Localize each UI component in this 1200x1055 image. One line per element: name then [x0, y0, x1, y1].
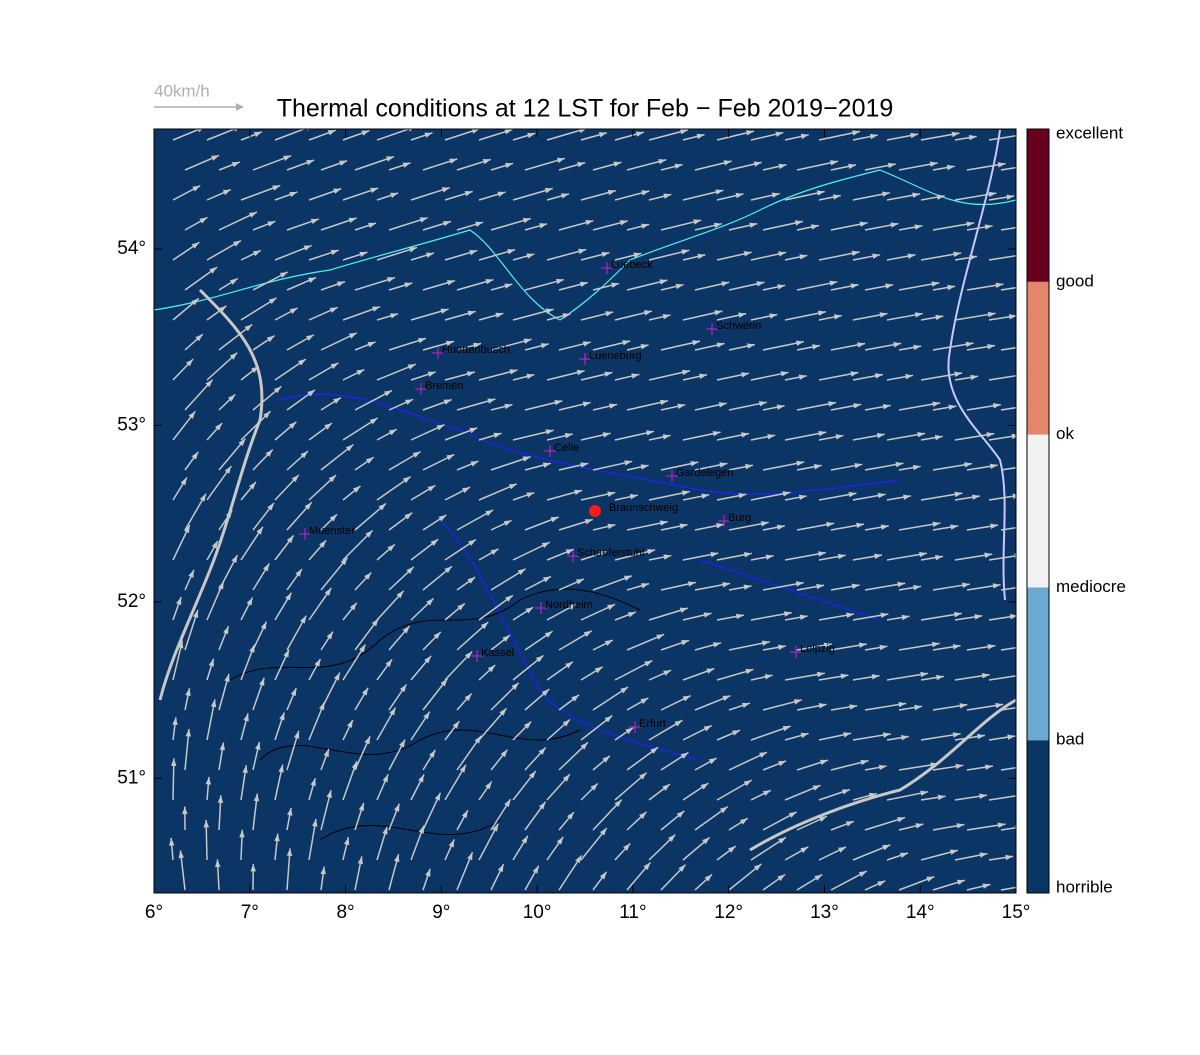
x-tick-label: 9° — [432, 902, 450, 923]
wind-arrowhead — [1018, 253, 1026, 258]
y-tick-label: 51° — [117, 767, 146, 788]
city-label: Nordheim — [545, 599, 593, 611]
wind-arrowhead — [1017, 673, 1025, 678]
x-tick-label: 13° — [810, 902, 839, 923]
wind-arrowhead — [1019, 793, 1027, 798]
x-tick-label: 10° — [523, 902, 552, 923]
city-label: Bremen — [425, 380, 464, 392]
colorbar-segment — [1027, 587, 1049, 740]
wind-arrowhead — [1015, 705, 1023, 710]
wind-arrowhead — [1013, 494, 1021, 499]
wind-arrowhead — [1019, 465, 1027, 470]
city-label: Celle — [554, 442, 579, 454]
city-label: Burg — [728, 512, 751, 524]
colorbar-segment — [1027, 740, 1049, 893]
colorbar-label: good — [1056, 271, 1094, 290]
colorbar-label: bad — [1056, 730, 1084, 749]
x-tick-label: 14° — [906, 902, 935, 923]
target-site — [589, 505, 601, 517]
colorbar-segment — [1027, 282, 1049, 435]
city-label: Huettenbusch — [442, 344, 510, 356]
wind-arrowhead — [1017, 585, 1025, 590]
city-label: Luebeck — [611, 259, 653, 271]
city-label: Lueneburg — [589, 350, 642, 362]
colorbar-segment — [1027, 129, 1049, 282]
x-tick-label: 6° — [145, 902, 163, 923]
x-tick-label: 7° — [241, 902, 259, 923]
x-tick-label: 11° — [619, 902, 646, 923]
x-tick-label: 15° — [1002, 902, 1031, 923]
colorbar-segment — [1027, 435, 1049, 588]
colorbar-label: horrible — [1056, 877, 1113, 896]
map-background — [154, 129, 1016, 893]
city-label: Kassel — [481, 647, 514, 659]
city-label: Leipzig — [800, 643, 835, 655]
wind-arrowhead — [1015, 373, 1023, 378]
y-tick-label: 54° — [117, 238, 146, 259]
x-tick-label: 12° — [714, 902, 743, 923]
city-label: Muenster — [309, 525, 355, 537]
y-tick-label: 53° — [117, 414, 146, 435]
y-tick-label: 52° — [117, 591, 146, 612]
colorbar-label: ok — [1056, 424, 1074, 443]
city-label: Schwerin — [716, 320, 761, 332]
city-label: Schaeferstuhl — [577, 547, 644, 559]
city-label: Braunschweig — [609, 502, 678, 514]
map-title: Thermal conditions at 12 LST for Feb − F… — [277, 95, 894, 123]
colorbar-label: excellent — [1056, 123, 1123, 142]
wind-legend-label: 40km/h — [154, 81, 210, 100]
colorbar-label: mediocre — [1056, 577, 1126, 596]
city-label: Gardelegen — [676, 467, 734, 479]
city-label: Erfurt — [639, 718, 666, 730]
x-tick-label: 8° — [336, 902, 354, 923]
wind-legend-arrowhead — [236, 103, 244, 111]
